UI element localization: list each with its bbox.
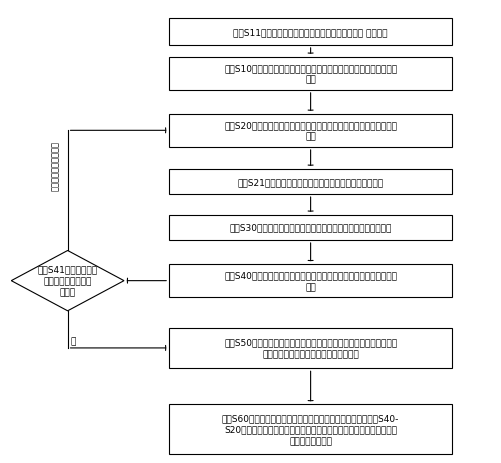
Text: 步骤S11判断涂覆对象为单相裸导线或者水平分布多 相裸导线: 步骤S11判断涂覆对象为单相裸导线或者水平分布多 相裸导线 bbox=[233, 28, 388, 37]
Text: 否；检查是否安装正确: 否；检查是否安装正确 bbox=[51, 141, 60, 191]
Text: 是: 是 bbox=[70, 337, 76, 346]
FancyBboxPatch shape bbox=[169, 114, 452, 148]
FancyBboxPatch shape bbox=[169, 264, 452, 298]
FancyBboxPatch shape bbox=[169, 169, 452, 194]
Text: 步骤S21整理线路：把通讯天线和连接线捆绑在行走模块上: 步骤S21整理线路：把通讯天线和连接线捆绑在行走模块上 bbox=[237, 177, 384, 187]
Text: 步骤S60停止作业和机器人拆除：停止涂覆作业，反向执行步骤S40-
S20拆除机器人；多相水平分布裸导线则在补充涂料后重复上述步骤进
行下一相涂覆作业: 步骤S60停止作业和机器人拆除：停止涂覆作业，反向执行步骤S40- S20拆除机… bbox=[222, 413, 399, 445]
Text: 步骤S20吊挂行走模块：先安装滑轮，再将行走模块其他部件吊挂在滑
轮上: 步骤S20吊挂行走模块：先安装滑轮，再将行走模块其他部件吊挂在滑 轮上 bbox=[224, 121, 397, 141]
FancyBboxPatch shape bbox=[169, 404, 452, 454]
FancyBboxPatch shape bbox=[169, 215, 452, 241]
Text: 步骤S30安装推料模块：添加涂料，将推料模块安装在行走模块下: 步骤S30安装推料模块：添加涂料，将推料模块安装在行走模块下 bbox=[229, 223, 392, 232]
Text: 步骤S40安装涂覆模块：将涂覆模块安装在行走模块后方，喷头包围裸
导线: 步骤S40安装涂覆模块：将涂覆模块安装在行走模块后方，喷头包围裸 导线 bbox=[224, 271, 397, 291]
Text: 步骤S41：裸电线高出
料口的距离是否符合
规定。: 步骤S41：裸电线高出 料口的距离是否符合 规定。 bbox=[38, 265, 98, 297]
Text: 步骤S50设备调试及涂覆作业：设定推料和行走速度，进行预推料保证
推料管及喷头充满涂料，再进行涂覆作业: 步骤S50设备调试及涂覆作业：设定推料和行走速度，进行预推料保证 推料管及喷头充… bbox=[224, 338, 397, 358]
FancyBboxPatch shape bbox=[169, 19, 452, 46]
Polygon shape bbox=[12, 251, 124, 311]
Text: 步骤S10涂覆前准备：确定涂料种类、计算推料速度、行走速度和涂料
用量: 步骤S10涂覆前准备：确定涂料种类、计算推料速度、行走速度和涂料 用量 bbox=[224, 64, 397, 84]
FancyBboxPatch shape bbox=[169, 57, 452, 91]
FancyBboxPatch shape bbox=[169, 328, 452, 369]
